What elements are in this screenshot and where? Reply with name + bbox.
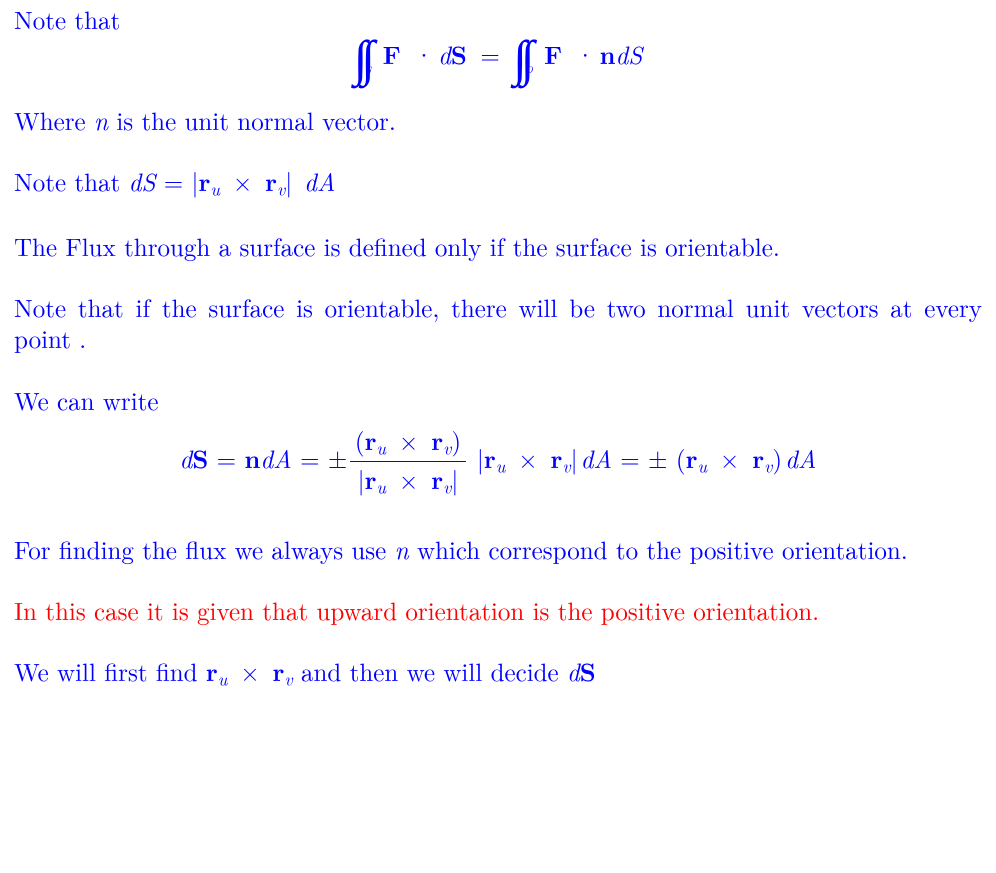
spacer	[469, 441, 477, 476]
we-can-write: We can write	[14, 385, 982, 416]
vector-n: n	[395, 532, 409, 567]
subscript-d: D	[526, 63, 533, 76]
plus-minus: = ±	[292, 441, 348, 476]
subscript-s: S	[366, 63, 371, 76]
integral-symbol: ∫	[521, 19, 535, 90]
vector-r: r	[365, 423, 377, 458]
vector-f: F	[383, 37, 401, 72]
abs-bar: |	[571, 441, 578, 476]
times-operator: ×	[386, 423, 431, 458]
subscript-u: u	[210, 176, 220, 201]
paragraph-positive-orientation: For finding the flux we always use n whi…	[14, 534, 982, 565]
text: Note that	[14, 164, 129, 199]
dot-operator: ·	[571, 37, 599, 72]
da: dA	[581, 441, 612, 476]
equals-sign: =	[155, 164, 191, 199]
da: dA	[260, 441, 291, 476]
paragraph-two-normals: Note that if the surface is orientable, …	[14, 292, 982, 355]
vector-r: r	[431, 423, 443, 458]
subscript-u: u	[376, 435, 386, 460]
times-operator: ×	[505, 441, 550, 476]
abs-bar: |	[451, 462, 458, 497]
vector-r: r	[265, 164, 277, 199]
note-that-1: Note that	[14, 4, 982, 35]
paragraph-upward-orientation: In this case it is given that upward ori…	[14, 595, 982, 626]
differential-d: d	[438, 37, 451, 72]
times-operator: ×	[220, 164, 265, 199]
left-paren: (	[676, 441, 686, 476]
dot-operator: ·	[410, 37, 438, 72]
abs-bar: |	[358, 462, 365, 497]
ds-scalar: dS	[615, 37, 642, 72]
differential-d: d	[567, 654, 580, 689]
vector-r: r	[551, 441, 563, 476]
text: which correspond to the positive orienta…	[409, 532, 908, 567]
subscript-u: u	[376, 474, 386, 499]
paragraph-find-cross: We will first find ru × rv and then we w…	[14, 656, 982, 691]
paragraph-ds-equals: Note that dS = |ru × rv| dA	[14, 166, 982, 201]
vector-r: r	[431, 462, 443, 497]
vector-r: r	[484, 441, 496, 476]
integral-symbol: ∫	[361, 19, 375, 90]
fraction: (ru × rv) |ru × rv|	[350, 425, 466, 499]
right-paren: )	[772, 441, 782, 476]
paragraph-where-n: Where n is the unit normal vector.	[14, 105, 982, 136]
vector-f: F	[544, 37, 562, 72]
times-operator: ×	[227, 654, 272, 689]
text: is the unit normal vector.	[108, 103, 396, 138]
times-operator: ×	[386, 462, 431, 497]
subscript-u: u	[218, 667, 228, 692]
left-paren: (	[355, 423, 365, 458]
vector-s: S	[451, 37, 467, 72]
vector-s: S	[580, 654, 596, 689]
right-paren: )	[451, 423, 461, 458]
vector-r: r	[273, 654, 285, 689]
vector-r: r	[752, 441, 764, 476]
equation-1: ∫ ∫S F ·dS = ∫ ∫D F ·ndS	[14, 39, 982, 70]
times-operator: ×	[707, 441, 752, 476]
differential-d: d	[180, 441, 193, 476]
text: Where	[14, 103, 94, 138]
ds-scalar: dS	[129, 164, 156, 199]
equation-2: dS = ndA = ± (ru × rv) |ru × rv| |ru × r…	[14, 426, 982, 500]
subscript-v: v	[284, 667, 292, 692]
text: We will first find	[14, 654, 206, 689]
vector-n: n	[600, 37, 616, 72]
text: For finding the flux we always use	[14, 532, 395, 567]
vector-r: r	[365, 462, 377, 497]
equals-sign: =	[476, 37, 504, 72]
paragraph-flux-orientable: The Flux through a surface is defined on…	[14, 231, 982, 262]
text: and then we will decide	[293, 654, 567, 689]
plus-minus: = ±	[612, 441, 676, 476]
abs-bar: |	[285, 164, 292, 199]
subscript-u: u	[697, 454, 707, 479]
abs-bar: |	[477, 441, 484, 476]
vector-r: r	[206, 654, 218, 689]
vector-s: S	[192, 441, 208, 476]
subscript-u: u	[496, 454, 506, 479]
vector-n: n	[94, 103, 108, 138]
subscript-v: v	[277, 176, 285, 201]
vector-n: n	[244, 441, 260, 476]
equals-sign: =	[208, 441, 244, 476]
da: dA	[785, 441, 816, 476]
vector-r: r	[686, 441, 698, 476]
vector-r: r	[198, 164, 210, 199]
da: dA	[295, 164, 335, 199]
subscript-v: v	[562, 454, 570, 479]
